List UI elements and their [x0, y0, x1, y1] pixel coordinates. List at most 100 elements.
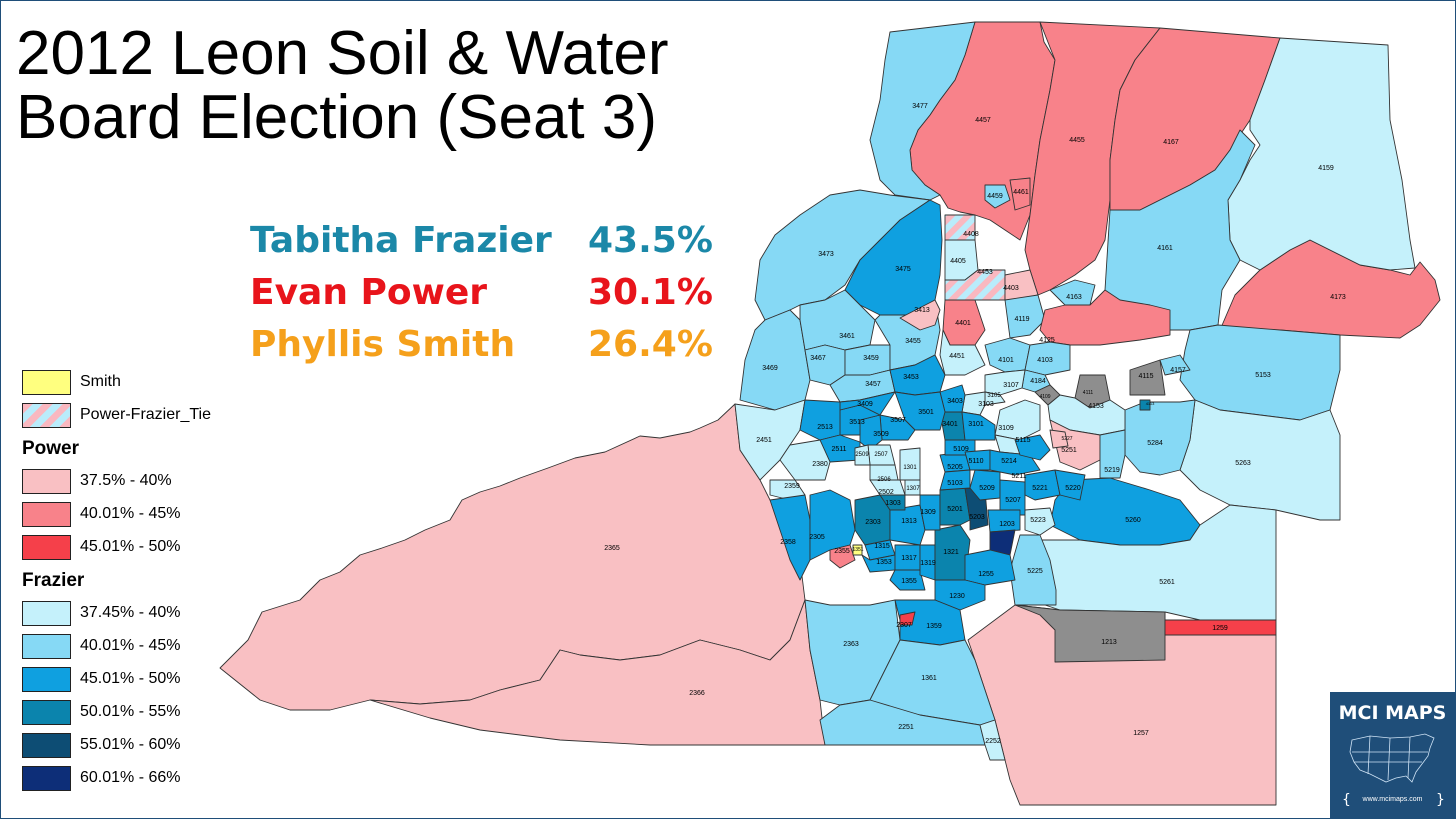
label-3513: 3513	[849, 419, 865, 426]
precinct-1203	[987, 509, 1021, 533]
label-5284: 5284	[1147, 440, 1163, 447]
label-5103: 5103	[947, 480, 963, 487]
precinct-4451	[939, 329, 986, 376]
label-5201: 5201	[947, 506, 963, 513]
mci-maps-logo: MCI MAPS { } www.mcimaps.com	[1330, 692, 1455, 818]
label-1355: 1355	[901, 578, 917, 585]
label-4451: 4451	[949, 353, 965, 360]
legend-swatch	[22, 535, 71, 560]
label-4119: 4119	[1014, 316, 1029, 323]
precinct-4115	[1129, 359, 1166, 396]
label-1313: 1313	[901, 518, 917, 525]
label-3501: 3501	[918, 409, 934, 416]
legend-item-power-2: 40.01% - 45%	[22, 502, 181, 535]
precinct-5263	[1179, 399, 1341, 521]
candidate-name: Tabitha Frazier	[250, 220, 552, 261]
label-1307: 1307	[906, 486, 920, 492]
precinct-5227	[1049, 429, 1069, 449]
label-1255: 1255	[978, 571, 994, 578]
svg-text:}: }	[1436, 792, 1445, 808]
label-4115: 4115	[1138, 373, 1153, 380]
precinct-4408	[944, 214, 976, 241]
label-4103: 4103	[1037, 357, 1053, 364]
label-4163: 4163	[1066, 294, 1082, 301]
label-2359: 2359	[784, 483, 800, 490]
legend-item-frazier-5: 55.01% - 60%	[22, 733, 181, 766]
label-5225: 5225	[1027, 568, 1043, 575]
precinct-3477	[869, 21, 976, 201]
precinct-5209	[969, 469, 1001, 501]
label-5203: 5203	[969, 514, 985, 521]
label-2305: 2305	[809, 534, 825, 541]
logo-url: www.mcimaps.com	[1362, 796, 1423, 803]
label-1319: 1319	[920, 560, 936, 567]
label-3461: 3461	[839, 333, 855, 340]
label-2358: 2358	[780, 539, 796, 546]
candidate-name: Phyllis Smith	[250, 324, 516, 365]
map-legend: Smith Power-Frazier_Tie Power 37.5% - 40…	[22, 370, 211, 799]
label-3473: 3473	[818, 251, 834, 258]
label-4459: 4459	[987, 193, 1003, 200]
label-5205: 5205	[947, 464, 963, 471]
precinct-2252	[979, 719, 1006, 761]
label-3409: 3409	[857, 401, 873, 408]
legend-item-frazier-3: 45.01% - 50%	[22, 667, 181, 700]
label-4457: 4457	[975, 117, 991, 124]
title-line-2: Board Election (Seat 3)	[16, 83, 658, 152]
label-1317: 1317	[901, 555, 917, 562]
label-1351: 1351	[852, 547, 863, 553]
label-2502: 2502	[878, 489, 894, 496]
label-5220: 5220	[1065, 485, 1081, 492]
candidate-name: Evan Power	[250, 272, 488, 313]
label-5211: 5211	[1011, 473, 1026, 480]
label-2451: 2451	[756, 437, 772, 444]
label-3105: 3105	[987, 393, 1001, 399]
legend-item-frazier-6: 60.01% - 66%	[22, 766, 181, 799]
map-title: 2012 Leon Soil & Water Board Election (S…	[16, 22, 669, 150]
label-4408: 4408	[963, 231, 979, 238]
label-4184: 4184	[1030, 378, 1046, 385]
label-3101: 3101	[968, 421, 984, 428]
precinct-2307	[899, 611, 916, 626]
label-2303: 2303	[865, 519, 881, 526]
label-4167: 4167	[1163, 139, 1179, 146]
label-2509: 2509	[855, 452, 869, 458]
legend-label: 60.01% - 66%	[80, 769, 181, 786]
legend-label: 40.01% - 45%	[80, 505, 181, 522]
legend-swatch	[22, 601, 71, 626]
legend-swatch	[22, 733, 71, 758]
label-1213: 1213	[1101, 639, 1117, 646]
label-4153: 4153	[1088, 403, 1104, 410]
label-3453: 3453	[903, 374, 919, 381]
precinct-5220	[1054, 469, 1086, 501]
label-3455: 3455	[905, 338, 921, 345]
label-3507: 3507	[890, 417, 906, 424]
candidate-pct: 26.4%	[588, 324, 713, 365]
precinct-4163	[1049, 279, 1096, 306]
svg-text:{: {	[1342, 792, 1351, 808]
label-5221: 5221	[1032, 485, 1048, 492]
legend-label: 37.5% - 40%	[80, 472, 172, 489]
label-5207: 5207	[1005, 497, 1021, 504]
precinct-2366	[369, 599, 826, 746]
precinct-3413	[899, 299, 941, 331]
label-5261: 5261	[1159, 579, 1175, 586]
label-2251: 2251	[898, 724, 914, 731]
legend-label: Power-Frazier_Tie	[80, 406, 211, 423]
legend-swatch	[22, 766, 71, 791]
label-2513: 2513	[817, 424, 833, 431]
precinct-4459	[984, 184, 1011, 209]
label-5260: 5260	[1125, 517, 1141, 524]
legend-heading-frazier: Frazier	[22, 570, 85, 591]
label-5263: 5263	[1235, 460, 1251, 467]
label-1257: 1257	[1133, 730, 1149, 737]
title-line-1: 2012 Leon Soil & Water	[16, 19, 669, 88]
precinct-5223	[1024, 507, 1056, 536]
precinct-1309	[919, 494, 941, 531]
label-4455: 4455	[1069, 137, 1085, 144]
precinct-5221	[1024, 469, 1061, 501]
legend-label: 50.01% - 55%	[80, 703, 181, 720]
precinct-2380	[779, 439, 831, 481]
label-2363: 2363	[843, 641, 859, 648]
